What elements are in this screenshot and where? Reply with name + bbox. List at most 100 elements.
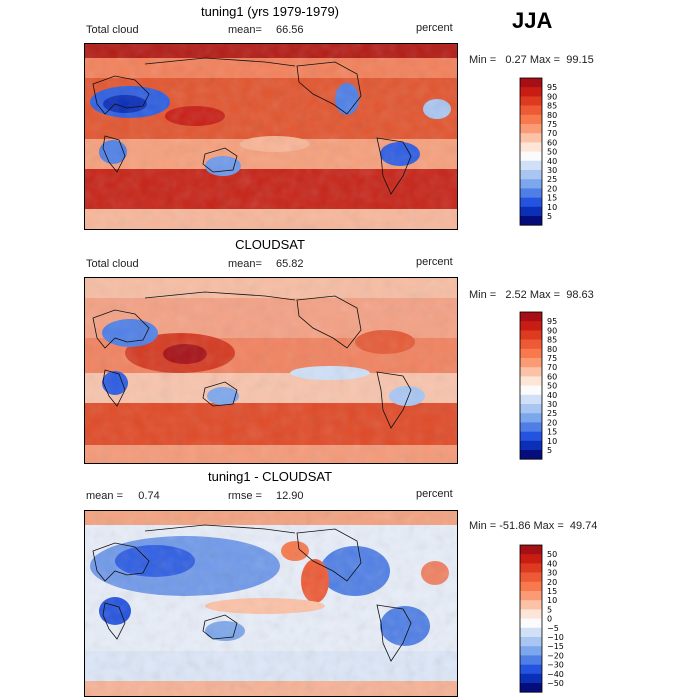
colorbar-swatch	[520, 312, 542, 322]
colorbar-swatch	[520, 413, 542, 423]
colorbar-swatch	[520, 394, 542, 405]
panel-3-map	[84, 510, 458, 697]
colorbar-swatch	[520, 618, 542, 629]
colorbar-swatch	[520, 664, 542, 675]
colorbar-swatch	[520, 627, 542, 638]
colorbar-tick-label: 90	[547, 92, 557, 101]
colorbar-tick-label: −30	[547, 661, 564, 670]
panel-1-title: tuning1 (yrs 1979-1979)	[200, 4, 340, 19]
colorbar-swatch	[520, 385, 542, 396]
colorbar-swatch	[520, 170, 542, 180]
colorbar-tick-label: 20	[547, 418, 557, 427]
colorbar-tick-label: 5	[547, 212, 552, 221]
colorbar-swatch	[520, 78, 542, 88]
panel-1-mean-value: 66.56	[276, 24, 304, 36]
colorbar-tick-label: 80	[547, 111, 557, 120]
colorbar-swatch	[520, 216, 542, 226]
panel-3-min-max: Min = -51.86 Max = 49.74	[469, 520, 598, 532]
panel-1-map-field	[85, 44, 457, 229]
colorbar-tick-label: −50	[547, 679, 564, 688]
colorbar-swatch	[520, 160, 542, 171]
colorbar-swatch	[520, 646, 542, 656]
colorbar-swatch	[520, 422, 542, 432]
panel-3-rmse-value: 12.90	[276, 490, 304, 502]
colorbar-swatch	[520, 572, 542, 583]
colorbar-tick-label: 85	[547, 102, 557, 111]
colorbar-tick-label: 75	[547, 354, 557, 363]
colorbar-swatch	[520, 114, 542, 125]
colorbar-tick-label: 40	[547, 391, 557, 400]
panel-3-units: percent	[416, 488, 453, 500]
colorbar-tick-label: 20	[547, 578, 557, 587]
colorbar-swatch	[520, 431, 542, 442]
colorbar-tick-label: 30	[547, 166, 557, 175]
colorbar-swatch	[520, 330, 542, 340]
colorbar-swatch	[520, 563, 542, 573]
panel-2-map	[84, 277, 458, 464]
panel-2-min-max: Min = 2.52 Max = 98.63	[469, 289, 594, 301]
colorbar-tick-label: 20	[547, 184, 557, 193]
colorbar-tick-label: 50	[547, 382, 557, 391]
colorbar-swatch	[520, 179, 542, 189]
colorbar-swatch	[520, 87, 542, 97]
panel-3-map-field	[85, 511, 457, 696]
colorbar-swatch	[520, 450, 542, 460]
colorbar-swatch	[520, 609, 542, 619]
colorbar-swatch	[520, 683, 542, 693]
colorbar-swatch	[520, 105, 542, 116]
panel-2-mean-label: mean=	[228, 258, 262, 270]
colorbar-swatch	[520, 321, 542, 331]
colorbar-swatch	[520, 376, 542, 386]
colorbar-tick-label: 15	[547, 428, 557, 437]
colorbar-swatch	[520, 133, 542, 143]
colorbar-tick-label: 30	[547, 569, 557, 578]
colorbar-tick-label: 15	[547, 587, 557, 596]
panel-2-units: percent	[416, 256, 453, 268]
colorbar-swatch	[520, 188, 542, 198]
panel-3-mean: mean = 0.74	[86, 490, 160, 502]
panel-2-title: CLOUDSAT	[235, 237, 305, 252]
colorbar-tick-label: 90	[547, 326, 557, 335]
colorbar-swatch	[520, 591, 542, 601]
colorbar-swatch	[520, 440, 542, 451]
colorbar-frame	[519, 311, 543, 460]
colorbar-tick-label: 50	[547, 550, 557, 559]
panel-3-rmse-label: rmse =	[228, 490, 262, 502]
colorbar-frame	[519, 544, 543, 693]
colorbar-tick-label: 10	[547, 437, 557, 446]
colorbar-tick-label: 5	[547, 446, 552, 455]
panel-3-title: tuning1 - CLOUDSAT	[207, 469, 333, 484]
colorbar-swatch	[520, 206, 542, 217]
colorbar-tick-label: 40	[547, 157, 557, 166]
colorbar-swatch	[520, 404, 542, 414]
colorbar-tick-label: −40	[547, 670, 564, 679]
colorbar-tick-label: 10	[547, 203, 557, 212]
colorbar-tick-label: 50	[547, 148, 557, 157]
colorbar-tick-label: 60	[547, 372, 557, 381]
colorbar-swatch	[520, 367, 542, 377]
colorbar-tick-label: 5	[547, 605, 552, 614]
colorbar-tick-label: 80	[547, 345, 557, 354]
colorbar-tick-label: 95	[547, 83, 557, 92]
colorbar-tick-label: −5	[547, 624, 559, 633]
colorbar-tick-label: 60	[547, 138, 557, 147]
panel-1-min-max: Min = 0.27 Max = 99.15	[469, 54, 594, 66]
colorbar-tick-label: 30	[547, 400, 557, 409]
panel-1-mean-label: mean=	[228, 24, 262, 36]
colorbar-tick-label: 85	[547, 336, 557, 345]
colorbar-tick-label: −20	[547, 651, 564, 660]
colorbar-swatch	[520, 142, 542, 152]
colorbar-swatch	[520, 358, 542, 368]
colorbar-swatch	[520, 554, 542, 564]
colorbar-tick-label: 70	[547, 129, 557, 138]
colorbar-swatch	[520, 348, 542, 359]
colorbar-tick-label: 40	[547, 559, 557, 568]
colorbar-tick-label: −15	[547, 642, 564, 651]
colorbar-swatch	[520, 96, 542, 106]
season-label: JJA	[512, 8, 553, 33]
colorbar-tick-label: 95	[547, 317, 557, 326]
colorbar-tick-label: 25	[547, 409, 557, 418]
